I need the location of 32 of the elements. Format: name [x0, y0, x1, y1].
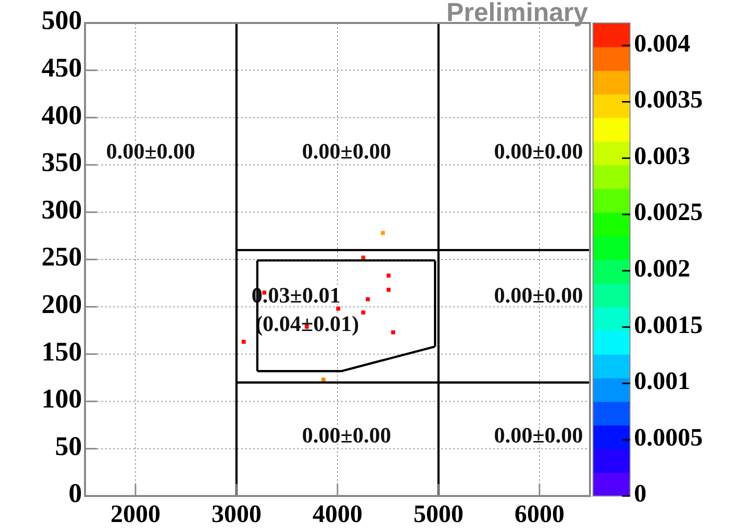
color-bar-label: 0.0035	[634, 86, 703, 114]
annotation: Preliminary	[446, 0, 589, 27]
annotation: 0.00±0.00	[494, 138, 584, 164]
y-tick-label: 100	[42, 384, 82, 414]
color-bar-label: 0.0025	[634, 199, 703, 226]
y-tick-label: 150	[42, 336, 82, 366]
annotation: 0.00±0.00	[494, 422, 584, 448]
annotation: 0.00±0.00	[106, 138, 196, 164]
color-bar-label: 0.0005	[634, 424, 703, 452]
annotation: 0.00±0.00	[302, 422, 392, 448]
x-tick-label: 2000	[110, 501, 160, 528]
x-tick-label: 6000	[514, 501, 564, 528]
color-bar-label: 0.004	[634, 30, 691, 58]
y-tick-label: 350	[42, 147, 82, 178]
y-tick-label: 0	[68, 478, 82, 508]
color-bar-label: 0.0015	[634, 312, 703, 339]
x-tick-label: 4000	[312, 501, 362, 528]
color-bar-label: 0	[634, 480, 646, 508]
annotation: 0.00±0.00	[302, 138, 392, 164]
color-bar-label: 0.001	[634, 368, 690, 396]
x-tick-label: 5000	[414, 501, 464, 528]
annotation: 0.00±0.00	[494, 282, 584, 308]
y-tick-label: 250	[42, 242, 82, 272]
y-tick-label: 200	[42, 289, 82, 320]
y-tick-label: 50	[55, 430, 82, 461]
x-tick-label: 3000	[212, 501, 262, 528]
color-bar-label: 0.002	[634, 255, 690, 282]
y-tick-label: 450	[42, 52, 82, 83]
y-tick-label: 400	[42, 100, 82, 130]
y-tick-label: 300	[42, 194, 82, 224]
y-tick-label: 500	[42, 5, 82, 36]
color-bar-label: 0.003	[634, 142, 690, 170]
